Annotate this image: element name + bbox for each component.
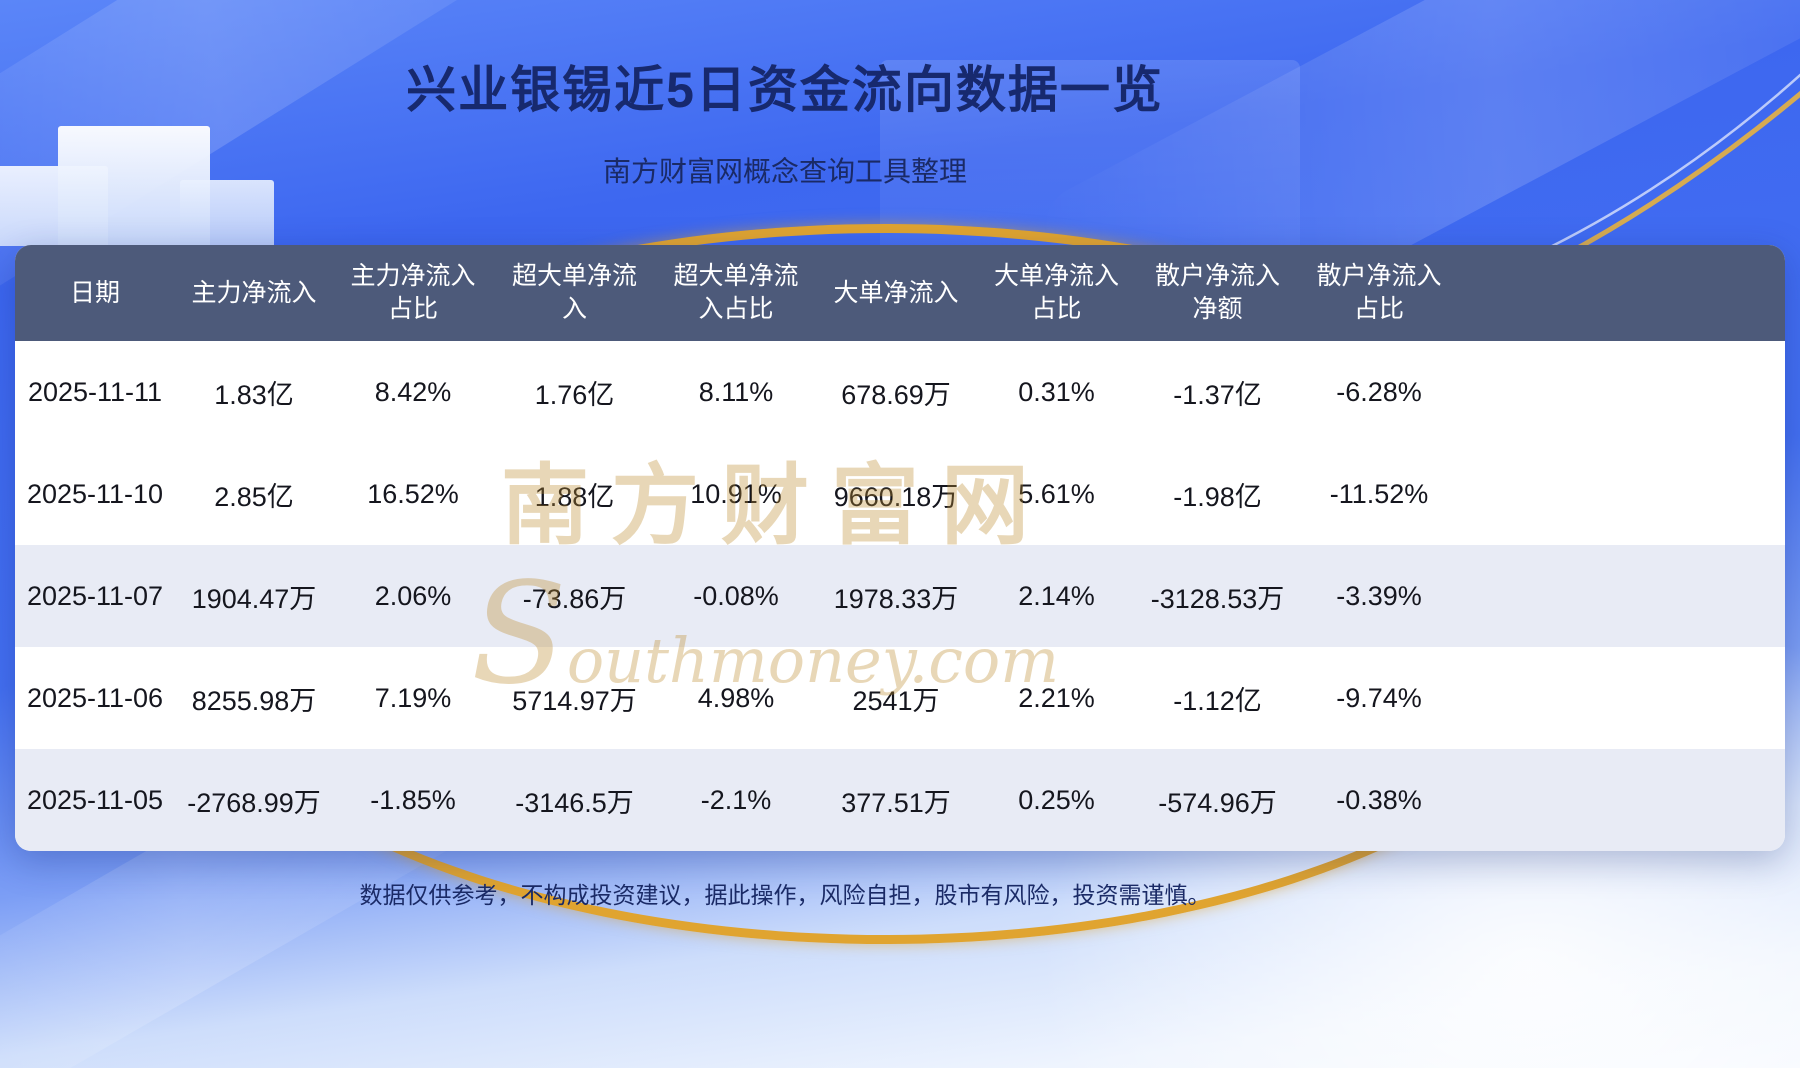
value-cell: -3146.5万 bbox=[515, 787, 634, 818]
column-header: 主力净流入 占比 bbox=[350, 262, 476, 323]
value-cell: 8255.98万 bbox=[191, 685, 317, 716]
table-header-row: 日期 主力净流入 主力净流入 占比 超大单净流 入超大单净流 入占比 大单净流入 大单净流… bbox=[15, 245, 1785, 341]
buildings-decoration bbox=[0, 118, 290, 246]
building-block bbox=[180, 180, 274, 246]
value-cell: 7.19% bbox=[374, 682, 452, 713]
value-cell: -0.38% bbox=[1336, 784, 1422, 815]
fund-flow-table: 日期 主力净流入 主力净流入 占比 超大单净流 入超大单净流 入占比 大单净流入 大单净流… bbox=[15, 245, 1785, 851]
column-header: 主力净流入 bbox=[191, 278, 317, 307]
value-cell: 1904.47万 bbox=[191, 583, 317, 614]
disclaimer-text: 数据仅供参考，不构成投资建议，据此操作，风险自担，股市有风险，投资需谨慎。 bbox=[359, 882, 1211, 908]
value-cell: -3.39% bbox=[1336, 580, 1422, 611]
date-cell: 2025-11-10 bbox=[26, 478, 164, 509]
value-cell: 678.69万 bbox=[841, 379, 951, 410]
value-cell: -1.98亿 bbox=[1173, 481, 1262, 512]
column-header: 大单净流入 占比 bbox=[993, 262, 1119, 323]
value-cell: -1.12亿 bbox=[1173, 685, 1262, 716]
value-cell: 2541万 bbox=[852, 685, 940, 716]
table-row: 2025-11-11 1.83亿 8.42% 1.76亿 8.11% 678.69万 0.3… bbox=[15, 341, 1785, 443]
value-cell: -11.52% bbox=[1329, 478, 1429, 509]
value-cell: 1.76亿 bbox=[534, 379, 615, 410]
date-cell: 2025-11-06 bbox=[26, 682, 164, 713]
date-cell: 2025-11-05 bbox=[26, 784, 164, 815]
value-cell: 2.06% bbox=[374, 580, 452, 611]
table-row: 2025-11-06 8255.98万 7.19% 5714.97万 4.98% 2541… bbox=[15, 647, 1785, 749]
value-cell: 1978.33万 bbox=[833, 583, 959, 614]
value-cell: 9660.18万 bbox=[833, 481, 959, 512]
date-cell: 2025-11-07 bbox=[26, 580, 164, 611]
value-cell: 377.51万 bbox=[841, 787, 951, 818]
value-cell: -6.28% bbox=[1336, 376, 1422, 407]
value-cell: -1.85% bbox=[370, 784, 456, 815]
column-header: 散户净流入 占比 bbox=[1316, 262, 1442, 323]
value-cell: 0.31% bbox=[1018, 376, 1095, 407]
column-header: 散户净流入 净额 bbox=[1154, 262, 1280, 323]
value-cell: 2.14% bbox=[1018, 580, 1095, 611]
value-cell: 8.11% bbox=[698, 376, 774, 407]
value-cell: 4.98% bbox=[697, 682, 775, 713]
page-title: 兴业银锡近5日资金流向数据一览 bbox=[406, 62, 1164, 118]
value-cell: -2.1% bbox=[700, 784, 772, 815]
value-cell: -3128.53万 bbox=[1150, 583, 1285, 614]
value-cell: -0.08% bbox=[693, 580, 779, 611]
table-row: 2025-11-10 2.85亿 16.52% 1.88亿 10.91% 9660.18万… bbox=[15, 443, 1785, 545]
value-cell: -9.74% bbox=[1336, 682, 1422, 713]
column-header: 超大单净流 入 bbox=[511, 262, 637, 323]
table-body: 2025-11-11 1.83亿 8.42% 1.76亿 8.11% 678.69万 0.3… bbox=[15, 341, 1785, 851]
value-cell: 5.61% bbox=[1018, 478, 1095, 509]
value-cell: 8.42% bbox=[374, 376, 452, 407]
value-cell: -1.37亿 bbox=[1173, 379, 1262, 410]
value-cell: 5714.97万 bbox=[512, 685, 637, 716]
table-row: 2025-11-07 1904.47万 2.06% -73.86万 -0.08% 1978… bbox=[15, 545, 1785, 647]
page-subtitle: 南方财富网概念查询工具整理 bbox=[602, 156, 967, 187]
value-cell: 2.21% bbox=[1018, 682, 1095, 713]
value-cell: -73.86万 bbox=[522, 583, 627, 614]
value-cell: 1.83亿 bbox=[214, 379, 294, 410]
column-header: 大单净流入 bbox=[833, 278, 959, 307]
value-cell: 0.25% bbox=[1018, 784, 1095, 815]
value-cell: -2768.99万 bbox=[187, 787, 321, 818]
value-cell: 2.85亿 bbox=[214, 481, 294, 512]
value-cell: 1.88亿 bbox=[534, 481, 615, 512]
date-cell: 2025-11-11 bbox=[27, 376, 163, 407]
value-cell: 16.52% bbox=[367, 478, 459, 509]
column-header: 日期 bbox=[69, 278, 120, 307]
value-cell: -574.96万 bbox=[1158, 787, 1277, 818]
table-row: 2025-11-05 -2768.99万 -1.85% -3146.5万 -2.1% 37… bbox=[15, 749, 1785, 851]
column-header: 超大单净流 入占比 bbox=[673, 262, 799, 323]
value-cell: 10.91% bbox=[690, 478, 782, 509]
